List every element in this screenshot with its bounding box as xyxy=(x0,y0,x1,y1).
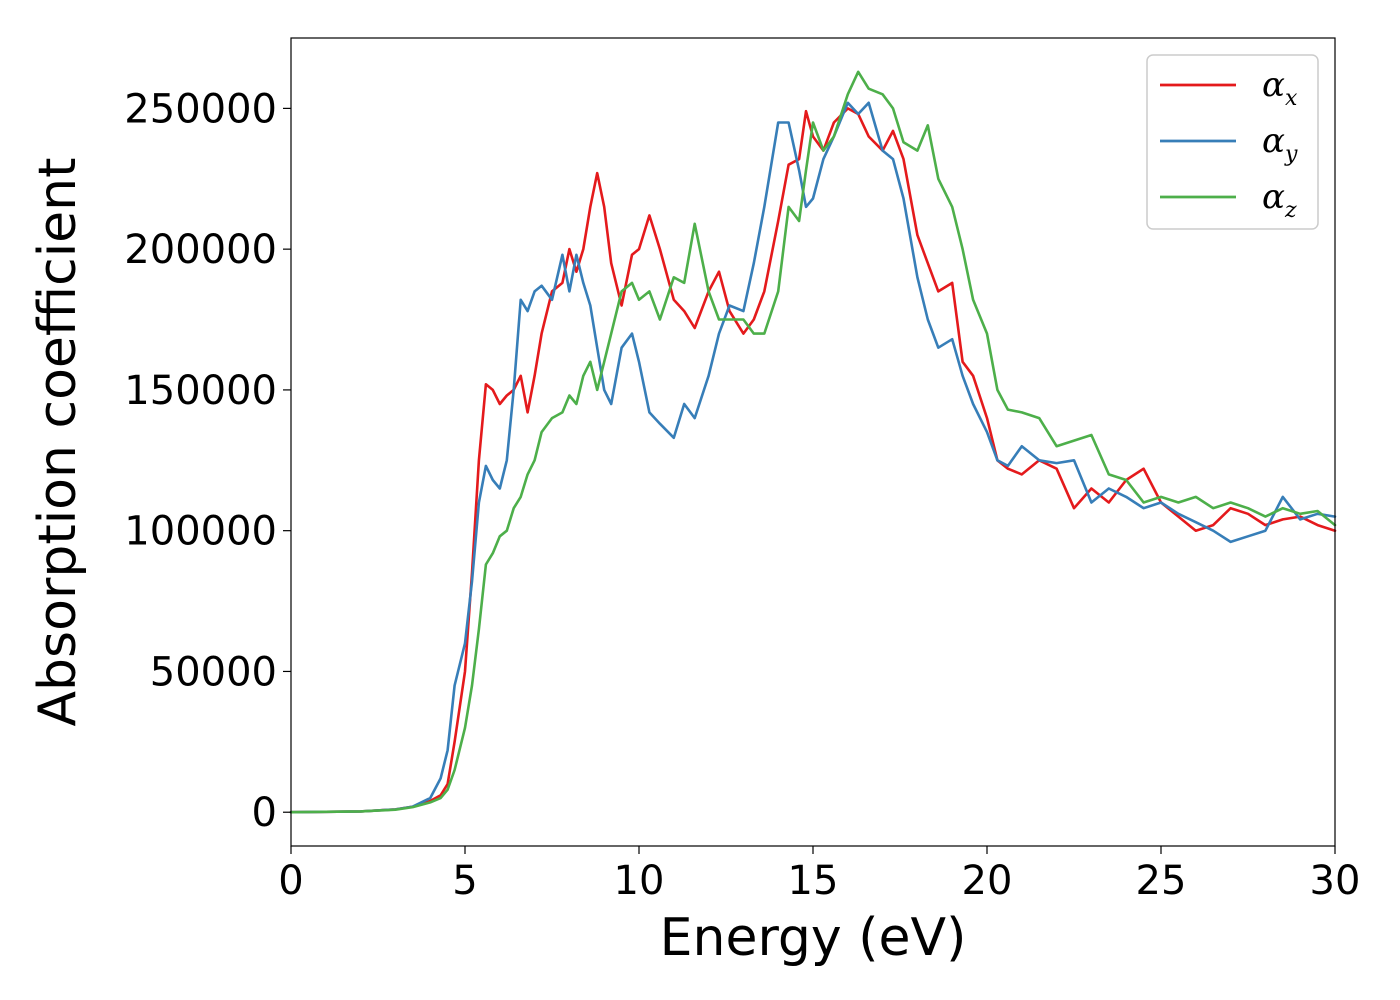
y-tick-label: 0 xyxy=(252,790,277,836)
y-tick-label: 250000 xyxy=(124,86,277,132)
series-line-x xyxy=(289,107,1337,814)
legend-subscript: z xyxy=(1284,198,1297,223)
x-tick-label: 20 xyxy=(962,858,1013,904)
y-tick-label: 200000 xyxy=(124,227,277,273)
y-tick-label: 150000 xyxy=(124,368,277,414)
x-tick-label: 10 xyxy=(614,858,665,904)
x-tick-label: 5 xyxy=(452,858,477,904)
y-tick-label: 50000 xyxy=(150,649,277,695)
legend-label-x: αx xyxy=(1262,65,1298,111)
y-axis-title: Absorption coefficient xyxy=(28,157,88,726)
legend-label-y: αy xyxy=(1262,121,1298,167)
legend-label-z: αz xyxy=(1262,177,1297,223)
y-tick-label: 100000 xyxy=(124,509,277,555)
x-axis-ticks: 0 5 10 15 20 25 30 xyxy=(278,846,1360,904)
legend-subscript: y xyxy=(1284,142,1298,167)
x-tick-label: 30 xyxy=(1310,858,1361,904)
legend-symbol: α xyxy=(1262,65,1285,105)
series-line-z xyxy=(289,70,1337,814)
x-tick-label: 0 xyxy=(278,858,303,904)
legend-symbol: α xyxy=(1262,177,1285,217)
legend-subscript: x xyxy=(1285,86,1298,111)
series-line-y xyxy=(289,101,1337,814)
legend-symbol: α xyxy=(1262,121,1285,161)
series-layer xyxy=(289,70,1337,814)
x-tick-label: 25 xyxy=(1136,858,1187,904)
y-axis-ticks: 0 50000 100000 150000 200000 250000 xyxy=(124,86,291,836)
x-axis-title: Energy (eV) xyxy=(660,908,967,968)
x-tick-label: 15 xyxy=(788,858,839,904)
